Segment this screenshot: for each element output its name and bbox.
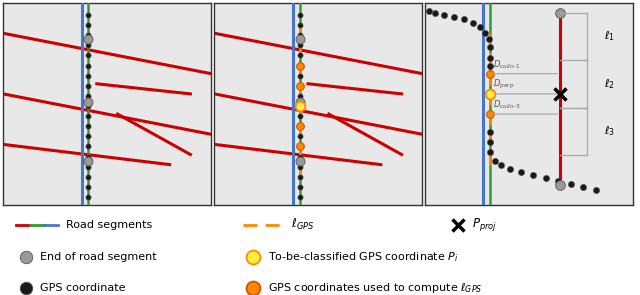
Text: $\ell_{GPS}$: $\ell_{GPS}$ <box>291 217 314 232</box>
Text: $D_{colin\text{-}3}$: $D_{colin\text{-}3}$ <box>493 99 520 111</box>
Text: $\ell_3$: $\ell_3$ <box>604 124 615 138</box>
Text: GPS coordinate: GPS coordinate <box>40 283 126 293</box>
Text: GPS coordinates used to compute $\ell_{GPS}$: GPS coordinates used to compute $\ell_{G… <box>268 281 482 295</box>
Text: To-be-classified GPS coordinate $P_i$: To-be-classified GPS coordinate $P_i$ <box>268 250 458 264</box>
Text: $P_{proj}$: $P_{proj}$ <box>472 216 497 233</box>
Text: Road segments: Road segments <box>66 220 152 230</box>
Text: End of road segment: End of road segment <box>40 252 157 262</box>
Text: $\ell_1$: $\ell_1$ <box>604 30 615 43</box>
Text: $D_{perp}$: $D_{perp}$ <box>493 78 514 91</box>
Text: $\ell_2$: $\ell_2$ <box>604 77 615 91</box>
Text: $D_{colin\text{-}1}$: $D_{colin\text{-}1}$ <box>493 58 520 71</box>
